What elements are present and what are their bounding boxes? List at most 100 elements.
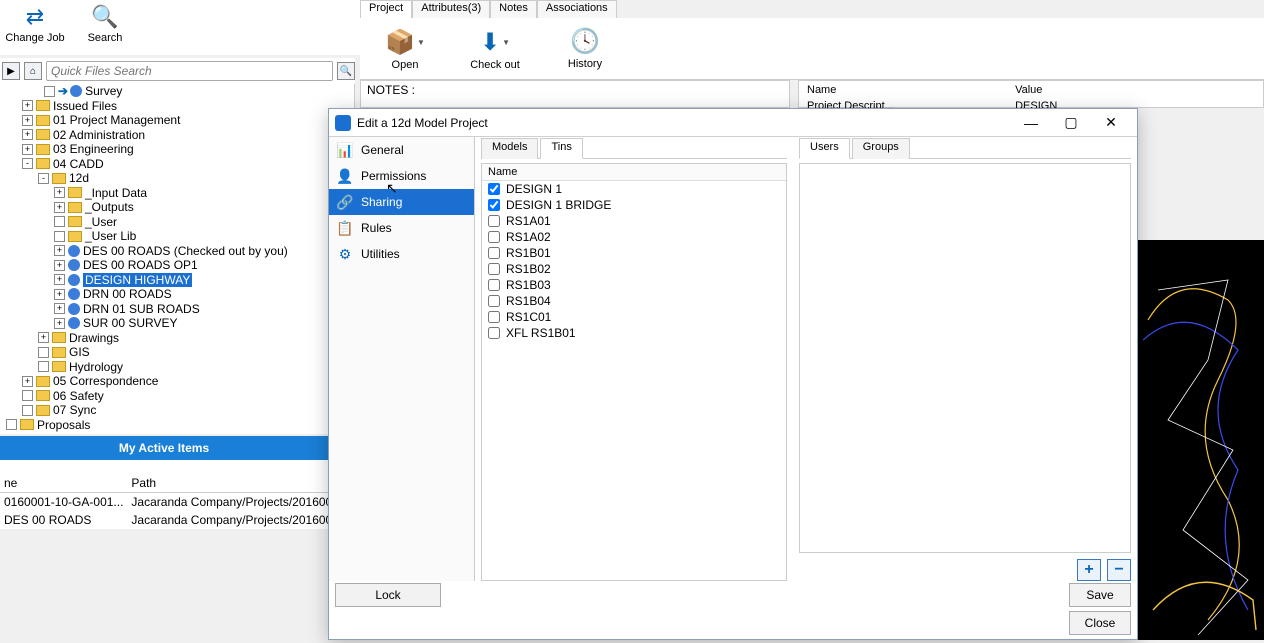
item-checkbox[interactable] bbox=[488, 199, 500, 211]
tree-item[interactable]: Proposals bbox=[0, 418, 354, 433]
home-button[interactable]: ⌂ bbox=[24, 62, 42, 80]
sidenav-item-utilities[interactable]: ⚙Utilities bbox=[329, 241, 474, 267]
expander-icon[interactable]: + bbox=[22, 376, 33, 387]
list-item[interactable]: DESIGN 1 bbox=[482, 181, 786, 197]
expander-icon[interactable] bbox=[44, 86, 55, 97]
close-button[interactable]: Close bbox=[1069, 611, 1131, 635]
tree-item[interactable]: -12d bbox=[0, 171, 354, 186]
expander-icon[interactable] bbox=[22, 390, 33, 401]
maximize-button[interactable]: ▢ bbox=[1051, 111, 1091, 135]
expander-icon[interactable]: + bbox=[22, 144, 33, 155]
tree-item[interactable]: ➔Survey bbox=[0, 84, 354, 99]
tree-item[interactable]: GIS bbox=[0, 345, 354, 360]
tree-item[interactable]: +Issued Files bbox=[0, 99, 354, 114]
list-item[interactable]: DESIGN 1 BRIDGE bbox=[482, 197, 786, 213]
items-listbox[interactable]: Name DESIGN 1DESIGN 1 BRIDGERS1A01RS1A02… bbox=[481, 163, 787, 581]
tree-item[interactable]: 06 Safety bbox=[0, 389, 354, 404]
tree-item[interactable]: +SUR 00 SURVEY bbox=[0, 316, 354, 331]
expander-icon[interactable] bbox=[6, 419, 17, 430]
tree-item[interactable]: +DRN 00 ROADS bbox=[0, 287, 354, 302]
list-item[interactable]: XFL RS1B01 bbox=[482, 325, 786, 341]
expander-icon[interactable]: + bbox=[22, 115, 33, 126]
tree-item[interactable]: +Drawings bbox=[0, 331, 354, 346]
subtab-models[interactable]: Models bbox=[481, 138, 538, 159]
item-checkbox[interactable] bbox=[488, 279, 500, 291]
add-button[interactable]: + bbox=[1077, 559, 1101, 581]
expander-icon[interactable]: + bbox=[54, 187, 65, 198]
right-tab-groups[interactable]: Groups bbox=[852, 138, 910, 159]
search-button[interactable]: 🔍 Search bbox=[70, 4, 140, 44]
expander-icon[interactable]: + bbox=[54, 202, 65, 213]
subtab-tins[interactable]: Tins bbox=[540, 138, 582, 159]
expander-icon[interactable]: + bbox=[22, 129, 33, 140]
expander-icon[interactable]: + bbox=[54, 303, 65, 314]
tree-item[interactable]: +DES 00 ROADS (Checked out by you) bbox=[0, 244, 354, 259]
item-checkbox[interactable] bbox=[488, 327, 500, 339]
users-listbox[interactable] bbox=[799, 163, 1131, 553]
tree-item[interactable]: +DESIGN HIGHWAY bbox=[0, 273, 354, 288]
expander-icon[interactable] bbox=[54, 231, 65, 242]
item-checkbox[interactable] bbox=[488, 311, 500, 323]
go-search-button[interactable]: 🔍 bbox=[337, 62, 355, 80]
tree-item[interactable]: -04 CADD bbox=[0, 157, 354, 172]
tree-item[interactable]: 07 Sync bbox=[0, 403, 354, 418]
tree-item[interactable]: +DES 00 ROADS OP1 bbox=[0, 258, 354, 273]
tree-item[interactable]: +05 Correspondence bbox=[0, 374, 354, 389]
close-window-button[interactable]: ✕ bbox=[1091, 111, 1131, 135]
play-button[interactable]: ▶ bbox=[2, 62, 20, 80]
checkout-button[interactable]: ⬇▼ Check out bbox=[450, 18, 540, 79]
main-tab[interactable]: Project bbox=[360, 0, 412, 18]
expander-icon[interactable]: + bbox=[54, 260, 65, 271]
change-job-button[interactable]: ⇄ Change Job bbox=[0, 4, 70, 44]
expander-icon[interactable]: + bbox=[54, 274, 65, 285]
list-item[interactable]: RS1A02 bbox=[482, 229, 786, 245]
right-tab-users[interactable]: Users bbox=[799, 138, 850, 159]
item-checkbox[interactable] bbox=[488, 215, 500, 227]
item-checkbox[interactable] bbox=[488, 295, 500, 307]
expander-icon[interactable]: + bbox=[54, 318, 65, 329]
table-row[interactable]: 0160001-10-GA-001...Jacaranda Company/Pr… bbox=[0, 493, 360, 512]
quick-search-input[interactable] bbox=[46, 61, 333, 81]
tree-item[interactable]: Hydrology bbox=[0, 360, 354, 375]
minimize-button[interactable]: — bbox=[1011, 111, 1051, 135]
expander-icon[interactable] bbox=[22, 405, 33, 416]
list-item[interactable]: RS1C01 bbox=[482, 309, 786, 325]
expander-icon[interactable]: + bbox=[54, 289, 65, 300]
expander-icon[interactable]: + bbox=[22, 100, 33, 111]
sidenav-item-sharing[interactable]: 🔗Sharing bbox=[329, 189, 474, 215]
dialog-titlebar[interactable]: Edit a 12d Model Project — ▢ ✕ bbox=[329, 109, 1137, 137]
sidenav-item-general[interactable]: 📊General bbox=[329, 137, 474, 163]
expander-icon[interactable] bbox=[38, 361, 49, 372]
list-item[interactable]: RS1B01 bbox=[482, 245, 786, 261]
tree-item[interactable]: +03 Engineering bbox=[0, 142, 354, 157]
tree-item[interactable]: +DRN 01 SUB ROADS bbox=[0, 302, 354, 317]
name-column-header[interactable]: Name bbox=[482, 164, 786, 181]
main-tab[interactable]: Attributes(3) bbox=[412, 0, 490, 18]
list-item[interactable]: RS1B03 bbox=[482, 277, 786, 293]
save-button[interactable]: Save bbox=[1069, 583, 1131, 607]
list-item[interactable]: RS1B02 bbox=[482, 261, 786, 277]
lock-button[interactable]: Lock bbox=[335, 583, 441, 607]
tree-item[interactable]: +_Outputs bbox=[0, 200, 354, 215]
cad-viewport[interactable] bbox=[1138, 240, 1264, 640]
list-item[interactable]: RS1A01 bbox=[482, 213, 786, 229]
main-tab[interactable]: Associations bbox=[537, 0, 617, 18]
col-path[interactable]: Path bbox=[127, 474, 359, 493]
sidenav-item-rules[interactable]: 📋Rules bbox=[329, 215, 474, 241]
remove-button[interactable]: − bbox=[1107, 559, 1131, 581]
col-name[interactable]: ne bbox=[0, 474, 127, 493]
expander-icon[interactable] bbox=[54, 216, 65, 227]
expander-icon[interactable] bbox=[38, 347, 49, 358]
item-checkbox[interactable] bbox=[488, 247, 500, 259]
item-checkbox[interactable] bbox=[488, 263, 500, 275]
tree-item[interactable]: _User bbox=[0, 215, 354, 230]
sidenav-item-permissions[interactable]: 👤Permissions bbox=[329, 163, 474, 189]
tree-item[interactable]: +01 Project Management bbox=[0, 113, 354, 128]
open-button[interactable]: 📦▼ Open bbox=[360, 18, 450, 79]
tree-item[interactable]: +02 Administration bbox=[0, 128, 354, 143]
list-item[interactable]: RS1B04 bbox=[482, 293, 786, 309]
tree-item[interactable]: +_Input Data bbox=[0, 186, 354, 201]
expander-icon[interactable]: - bbox=[38, 173, 49, 184]
expander-icon[interactable]: + bbox=[38, 332, 49, 343]
expander-icon[interactable]: - bbox=[22, 158, 33, 169]
